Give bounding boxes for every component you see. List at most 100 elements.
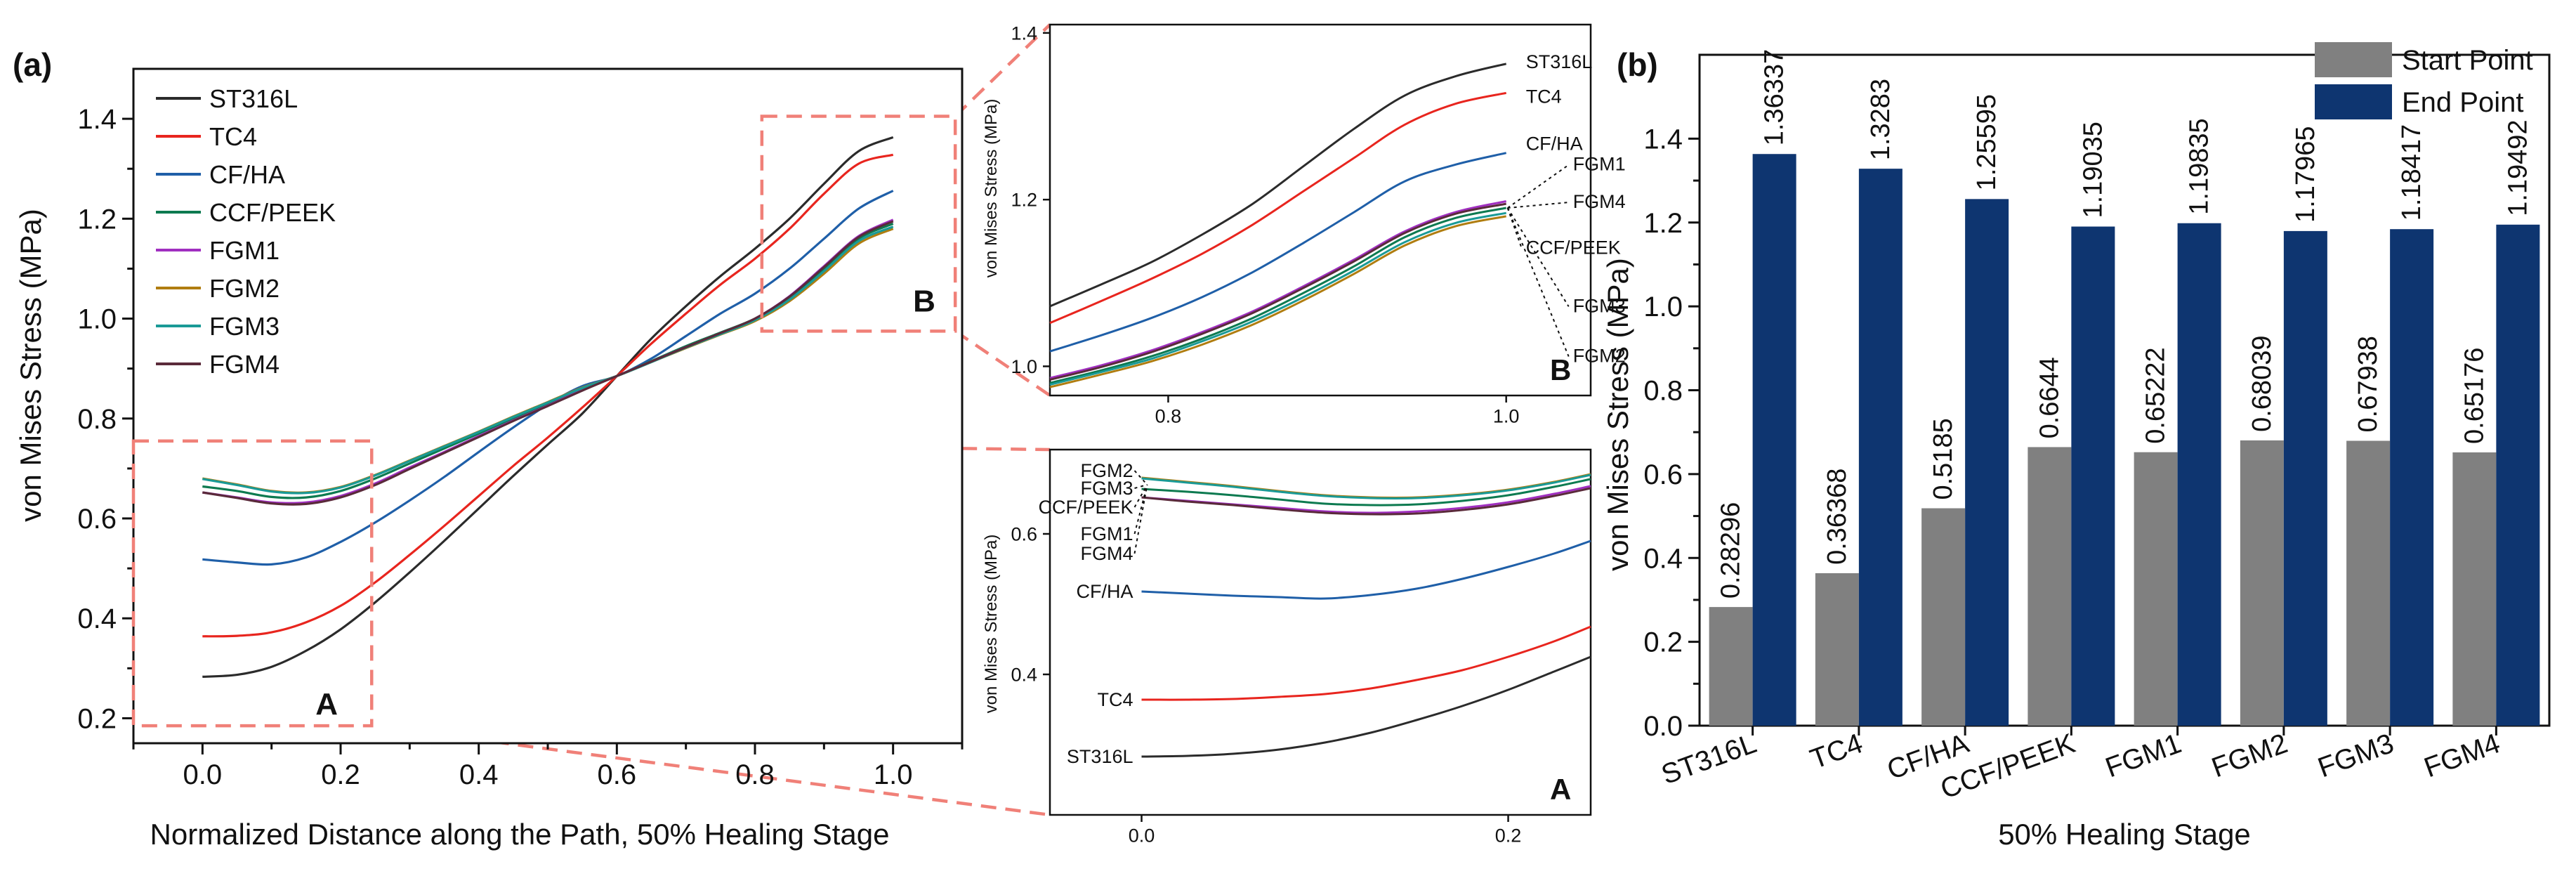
bar-start-point-fgm1 <box>2134 452 2178 726</box>
panel-b-y-axis-title: von Mises Stress (MPa) <box>1601 258 1634 571</box>
inset-a-label-cf-ha: CF/HA <box>1077 581 1133 602</box>
bar-end-point-fgm2 <box>2283 230 2327 726</box>
inset-b-line-tc4 <box>1049 91 1507 325</box>
bar-label-start-point-fgm1: 0.65222 <box>2141 347 2171 443</box>
panel-a-axes: 0.0 0.2 0.4 0.6 0.8 1.0 0.2 0.4 0.6 0.8 1.0 1.2 1.4 <box>77 67 964 790</box>
legend-label-fgm1: FGM1 <box>209 236 280 265</box>
inset-a-series <box>1141 473 1591 758</box>
inset-a-label-st316l: ST316L <box>1067 746 1133 767</box>
inset-b-zoom-label: B <box>1550 353 1571 386</box>
bar-start-point-tc4 <box>1815 573 1859 726</box>
panel-b-x-tick-label-fgm4: FGM4 <box>2420 728 2504 783</box>
panel-a-line-fgm3 <box>202 225 894 495</box>
inset-b-label-fgm3: FGM3 <box>1573 295 1626 316</box>
inset-a-arrow-fgm3 <box>1134 484 1148 489</box>
bar-end-point-fgm3 <box>2390 229 2434 726</box>
inset-b-x-tick-label: 1.0 <box>1493 405 1520 426</box>
panel-b-y-tick-label: 0.8 <box>1643 376 1683 407</box>
panel-a-legend: ST316L TC4 CF/HA CCF/PEEK FGM1 FGM2 FGM3 FGM4 <box>156 84 336 379</box>
legend-swatch-end-point <box>2315 84 2392 119</box>
bar-start-point-fgm4 <box>2452 452 2497 726</box>
inset-b-label-tc4: TC4 <box>1526 86 1562 107</box>
bar-start-point-cf-ha <box>1921 508 1966 726</box>
panel-a-y-tick-label: 0.4 <box>77 603 117 634</box>
connector-b-top <box>954 23 1051 118</box>
bar-start-point-st316l <box>1709 607 1753 726</box>
connector-b-bottom <box>954 329 1051 397</box>
bar-label-end-point-cf-ha: 1.25595 <box>1972 94 2002 190</box>
panel-b-y-tick-label: 0.6 <box>1643 459 1683 490</box>
panel-b-bars: 0.28296 1.36337 0.36368 1.3283 0.5185 1.25595… <box>1709 49 2540 726</box>
inset-b-line-st316l <box>1049 63 1507 308</box>
panel-a-line-fgm4 <box>202 220 894 506</box>
legend-swatch-start-point <box>2315 42 2392 77</box>
inset-b-plot-frame <box>1049 23 1592 397</box>
inset-b-label-fgm1: FGM1 <box>1573 154 1626 175</box>
bar-end-point-fgm1 <box>2177 223 2221 726</box>
panel-b-y-tick-label: 1.4 <box>1643 124 1683 155</box>
inset-b-arrow-fgm2 <box>1506 207 1570 357</box>
inset-b-series <box>1049 63 1507 388</box>
bar-label-start-point-fgm3: 0.67938 <box>2353 336 2383 432</box>
panel-b-y-tick-label: 0.0 <box>1643 711 1683 742</box>
inset-a-line-tc4 <box>1141 625 1591 701</box>
panel-a-x-tick-label: 0.0 <box>183 759 223 790</box>
inset-b-line-cf-ha <box>1049 152 1507 353</box>
bar-start-point-fgm3 <box>2346 440 2391 726</box>
inset-b-label-fgm4: FGM4 <box>1573 191 1626 212</box>
bar-label-start-point-fgm4: 0.65176 <box>2459 348 2489 444</box>
panel-b-x-tick-label-fgm2: FGM2 <box>2207 728 2291 783</box>
inset-a-label-fgm4: FGM4 <box>1080 543 1133 564</box>
bar-end-point-fgm4 <box>2496 224 2540 726</box>
inset-a-label-tc4: TC4 <box>1097 689 1133 710</box>
panel-b-y-tick-label: 1.2 <box>1643 208 1683 239</box>
panel-b-label: (b) <box>1617 46 1658 83</box>
bar-label-start-point-cf-ha: 0.5185 <box>1928 418 1958 499</box>
inset-a-y-tick-label: 0.4 <box>1011 664 1037 685</box>
inset-a-arrow-fgm1 <box>1133 484 1148 535</box>
panel-b-x-tick-label-fgm3: FGM3 <box>2314 728 2398 783</box>
panel-a-y-tick-label: 1.4 <box>77 104 117 135</box>
inset-b-y-tick-label: 1.0 <box>1011 356 1037 377</box>
inset-a-line-fgm4 <box>1141 487 1591 516</box>
inset-a-arrow-fgm4 <box>1133 484 1148 554</box>
panel-b-y-tick-label: 0.4 <box>1643 543 1683 574</box>
panel-a-y-tick-label: 0.6 <box>77 504 117 535</box>
panel-b-y-tick-label: 0.2 <box>1643 627 1683 658</box>
bar-start-point-fgm2 <box>2240 440 2284 726</box>
zoom-box-a-label: A <box>315 687 338 721</box>
inset-a-line-fgm3 <box>1141 473 1591 499</box>
inset-b-label-st316l: ST316L <box>1526 51 1593 72</box>
inset-a-line-st316l <box>1141 655 1591 758</box>
bar-end-point-tc4 <box>1858 169 1903 726</box>
bar-label-end-point-fgm2: 1.17965 <box>2291 126 2320 223</box>
inset-a-line-cf-ha <box>1141 540 1591 600</box>
legend-label-start-point: Start Point <box>2402 45 2533 76</box>
panel-a-series <box>202 136 894 678</box>
inset-a-label-ccf-peek: CCF/PEEK <box>1038 497 1133 518</box>
zoom-box-b-label: B <box>913 284 935 318</box>
panel-a-x-tick-label: 0.6 <box>598 759 637 790</box>
inset-a-arrow-ccf-peek <box>1133 484 1148 508</box>
panel-a-zoom-boxes: AB <box>131 115 957 728</box>
inset-a-x-tick-label: 0.0 <box>1129 825 1155 846</box>
inset-b-line-fgm4 <box>1049 202 1506 381</box>
zoom-box-a <box>131 439 374 728</box>
legend-label-ccf-peek: CCF/PEEK <box>209 198 336 227</box>
panel-a-line-st316l <box>202 136 894 678</box>
inset-a-label-fgm2: FGM2 <box>1080 460 1133 481</box>
panel-a-y-tick-label: 0.2 <box>77 703 117 734</box>
panel-b-x-tick-label-fgm1: FGM1 <box>2101 728 2185 783</box>
inset-b-line-fgm2 <box>1049 215 1506 388</box>
panel-a-y-axis-title: von Mises Stress (MPa) <box>14 209 47 522</box>
bar-label-start-point-st316l: 0.28296 <box>1716 502 1746 599</box>
inset-a-y-axis-title: von Mises Stress (MPa) <box>982 535 1001 714</box>
legend-label-fgm4: FGM4 <box>209 350 280 379</box>
inset-a-label-fgm3: FGM3 <box>1080 478 1133 499</box>
